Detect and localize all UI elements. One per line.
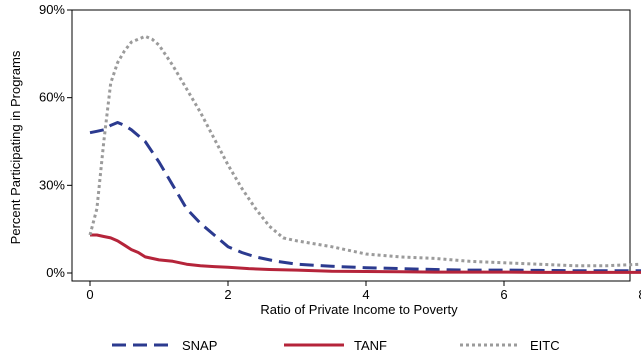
series-line-snap	[89, 121, 641, 273]
legend: SNAP TANF EITC	[112, 338, 560, 353]
series-line-tanf	[90, 233, 641, 274]
x-tick-label: 6	[500, 287, 507, 302]
y-axis-title: Percent Participating in Programs	[8, 50, 23, 244]
x-tick-label: 0	[86, 287, 93, 302]
plot-frame	[71, 9, 631, 282]
legend-label-tanf: TANF	[354, 338, 387, 353]
legend-label-eitc: EITC	[530, 338, 560, 353]
series-line-eitc	[88, 34, 641, 268]
series-layer	[88, 34, 641, 274]
y-tick-label: 90%	[39, 2, 65, 17]
legend-label-snap: SNAP	[182, 338, 217, 353]
y-tick-label: 60%	[39, 90, 65, 105]
axes-layer: 0% 30% 60% 90% 0 2 4 6 8 Ratio of Private Income …	[8, 2, 641, 317]
x-tick-label: 2	[224, 287, 231, 302]
y-tick-label: 0%	[46, 265, 65, 280]
x-tick-label: 8	[638, 287, 641, 302]
y-tick-label: 30%	[39, 177, 65, 192]
x-axis-title: Ratio of Private Income to Poverty	[260, 302, 458, 317]
x-tick-label: 4	[362, 287, 369, 302]
